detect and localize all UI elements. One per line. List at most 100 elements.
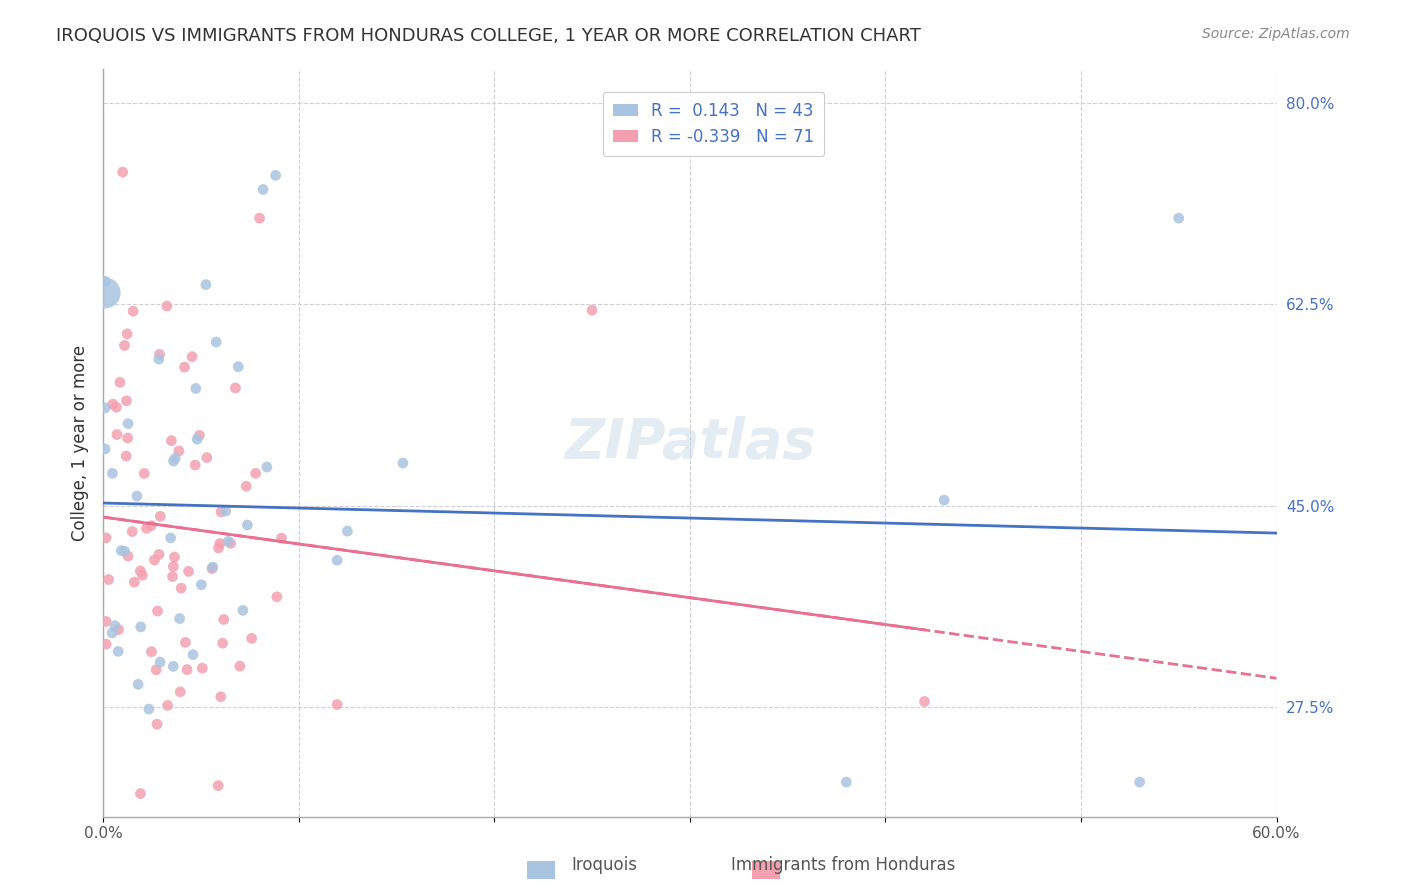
Point (145, 663, 167, 677)
Point (169, 685, 191, 699)
Point (146, 604, 169, 618)
Point (162, 559, 184, 574)
Point (207, 779, 229, 793)
Point (232, 603, 254, 617)
Point (191, 661, 214, 675)
Point (105, 401, 128, 415)
Point (114, 544, 136, 558)
Text: Source: ZipAtlas.com: Source: ZipAtlas.com (1202, 27, 1350, 41)
Point (110, 543, 132, 558)
Point (117, 549, 139, 563)
Point (256, 460, 278, 475)
Point (122, 304, 145, 318)
Point (94, 275, 117, 289)
Point (108, 376, 131, 390)
Point (134, 467, 156, 481)
Point (266, 590, 288, 604)
Point (245, 467, 267, 481)
Point (226, 359, 249, 374)
Point (235, 479, 257, 493)
Point (835, 775, 858, 789)
Point (101, 467, 124, 481)
Point (229, 659, 252, 673)
Point (97, 573, 120, 587)
Point (117, 417, 139, 431)
Point (94, 531, 117, 545)
Point (249, 211, 271, 226)
Point (135, 521, 157, 535)
Point (205, 334, 228, 349)
Point (165, 451, 187, 466)
Point (1129, 775, 1152, 789)
Point (181, 648, 204, 662)
Point (162, 659, 184, 673)
Point (162, 454, 184, 468)
Point (184, 458, 207, 472)
Point (181, 350, 204, 364)
Legend: R =  0.143   N = 43, R = -0.339   N = 71: R = 0.143 N = 43, R = -0.339 N = 71 (603, 92, 824, 156)
Point (129, 787, 152, 801)
Point (224, 381, 246, 395)
Point (149, 655, 172, 669)
Point (201, 561, 224, 575)
Text: IROQUOIS VS IMMIGRANTS FROM HONDURAS COLLEGE, 1 YEAR OR MORE CORRELATION CHART: IROQUOIS VS IMMIGRANTS FROM HONDURAS COL… (56, 27, 921, 45)
Point (115, 393, 138, 408)
Point (117, 431, 139, 445)
Point (184, 381, 207, 395)
Point (190, 578, 212, 592)
Point (392, 456, 415, 470)
Point (167, 444, 190, 458)
Point (201, 560, 224, 574)
Point (94, 285, 117, 300)
Point (114, 338, 136, 352)
Point (215, 504, 238, 518)
Point (159, 531, 181, 545)
Text: Iroquois: Iroquois (572, 856, 637, 874)
Point (169, 611, 191, 625)
Point (236, 518, 259, 533)
Y-axis label: College, 1 year or more: College, 1 year or more (72, 344, 89, 541)
Point (209, 505, 232, 519)
Point (207, 541, 229, 555)
Point (932, 493, 955, 508)
Point (264, 169, 287, 183)
Point (94, 442, 117, 456)
Point (914, 694, 936, 708)
Point (1167, 211, 1189, 226)
Point (188, 428, 211, 442)
Point (581, 303, 603, 318)
Point (160, 434, 183, 448)
Point (94, 615, 117, 629)
Point (195, 450, 218, 465)
Point (162, 569, 184, 583)
Point (173, 360, 195, 375)
Point (104, 618, 127, 632)
Point (111, 165, 134, 179)
Point (163, 549, 186, 564)
Point (138, 702, 160, 716)
Point (186, 432, 208, 446)
Point (105, 427, 128, 442)
Point (101, 626, 124, 640)
Point (115, 449, 138, 463)
Text: Immigrants from Honduras: Immigrants from Honduras (731, 856, 956, 874)
Point (240, 632, 263, 646)
Point (156, 698, 179, 713)
Point (94, 401, 117, 415)
Point (217, 534, 239, 549)
Point (156, 299, 179, 313)
Point (141, 518, 163, 533)
Point (211, 636, 233, 650)
Point (176, 663, 198, 677)
Point (326, 698, 349, 712)
Point (219, 536, 242, 550)
Point (326, 553, 349, 567)
Point (148, 548, 170, 562)
Point (212, 612, 235, 626)
Point (174, 635, 197, 649)
Point (177, 565, 200, 579)
Point (94, 637, 117, 651)
Point (146, 717, 169, 731)
Point (270, 531, 292, 545)
Point (129, 620, 152, 634)
